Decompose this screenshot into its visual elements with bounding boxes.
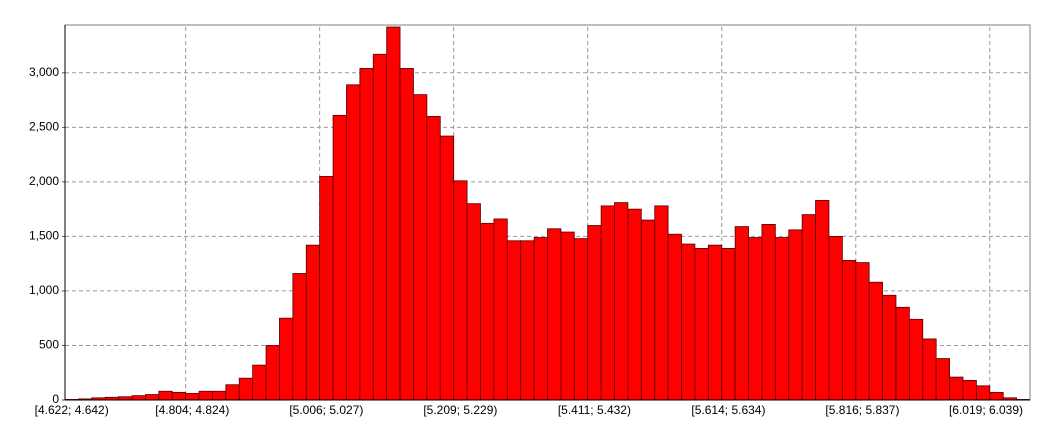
bar bbox=[922, 338, 937, 401]
bar bbox=[399, 68, 414, 401]
bar bbox=[774, 237, 790, 401]
x-tick-label: [5.006; 5.027) bbox=[289, 403, 363, 417]
x-tick-label: [5.411; 5.432) bbox=[558, 403, 631, 417]
bar bbox=[131, 395, 146, 401]
bar bbox=[694, 248, 709, 401]
bar bbox=[466, 203, 481, 401]
bar bbox=[198, 390, 213, 401]
bar bbox=[225, 384, 240, 401]
y-tick-label: 2,500 bbox=[29, 120, 59, 134]
bar bbox=[788, 229, 803, 401]
bar bbox=[238, 377, 254, 401]
x-tick-label: [5.816; 5.837) bbox=[825, 403, 899, 417]
bar bbox=[252, 364, 267, 401]
bar bbox=[801, 214, 816, 401]
bar bbox=[493, 218, 508, 401]
bar bbox=[386, 26, 401, 401]
bar bbox=[158, 390, 173, 401]
bar bbox=[681, 243, 696, 401]
bar bbox=[305, 244, 321, 401]
bar bbox=[654, 205, 669, 401]
bar bbox=[480, 222, 495, 401]
y-tick-label: 0 bbox=[52, 392, 59, 406]
bar bbox=[935, 358, 950, 401]
bar bbox=[707, 244, 723, 401]
y-tick-label: 2,000 bbox=[29, 174, 59, 188]
bar bbox=[185, 393, 200, 401]
bar bbox=[908, 318, 924, 401]
bar bbox=[855, 262, 870, 401]
bar bbox=[667, 233, 682, 401]
bar bbox=[319, 176, 334, 401]
bar bbox=[332, 114, 347, 401]
bar bbox=[828, 236, 843, 401]
bar bbox=[734, 226, 749, 401]
bar bbox=[882, 294, 897, 401]
bar bbox=[533, 237, 548, 401]
bar bbox=[145, 394, 160, 401]
bar bbox=[439, 135, 455, 401]
y-tick-label: 3,000 bbox=[29, 65, 59, 79]
bar bbox=[279, 317, 294, 401]
bar bbox=[600, 205, 615, 401]
bar bbox=[426, 116, 441, 401]
bar bbox=[292, 273, 307, 401]
bar bbox=[949, 376, 964, 401]
bar bbox=[895, 306, 910, 401]
bar bbox=[372, 53, 388, 401]
x-tick-label: [5.614; 5.634) bbox=[691, 403, 765, 417]
bar bbox=[989, 391, 1004, 401]
bar bbox=[761, 224, 776, 401]
bar bbox=[346, 84, 361, 401]
y-tick-label: 1,000 bbox=[29, 283, 59, 297]
bar bbox=[212, 390, 227, 401]
bar bbox=[547, 228, 562, 401]
bar bbox=[868, 281, 883, 401]
bar bbox=[520, 240, 535, 401]
bar bbox=[413, 94, 428, 401]
x-tick-label: [4.804; 4.824) bbox=[155, 403, 229, 417]
bar bbox=[627, 208, 642, 401]
y-tick-label: 500 bbox=[39, 338, 59, 352]
bar bbox=[614, 202, 629, 401]
x-tick-label: [4.622; 4.642) bbox=[35, 403, 109, 417]
x-tick-label: [6.019; 6.039) bbox=[949, 403, 1023, 417]
bar bbox=[640, 219, 656, 401]
bar bbox=[453, 180, 468, 401]
bar bbox=[359, 68, 374, 401]
bar bbox=[171, 391, 187, 401]
bar bbox=[506, 240, 522, 401]
bar bbox=[560, 231, 575, 401]
bar bbox=[962, 379, 977, 401]
bar bbox=[265, 345, 280, 401]
bar bbox=[841, 259, 857, 401]
bar bbox=[587, 225, 602, 401]
bar bbox=[748, 237, 763, 401]
bar bbox=[975, 385, 991, 401]
bar bbox=[815, 200, 830, 401]
x-tick-label: [5.209; 5.229) bbox=[423, 403, 497, 417]
bar bbox=[721, 248, 736, 401]
y-tick-label: 1,500 bbox=[29, 229, 59, 243]
bar bbox=[573, 238, 589, 401]
